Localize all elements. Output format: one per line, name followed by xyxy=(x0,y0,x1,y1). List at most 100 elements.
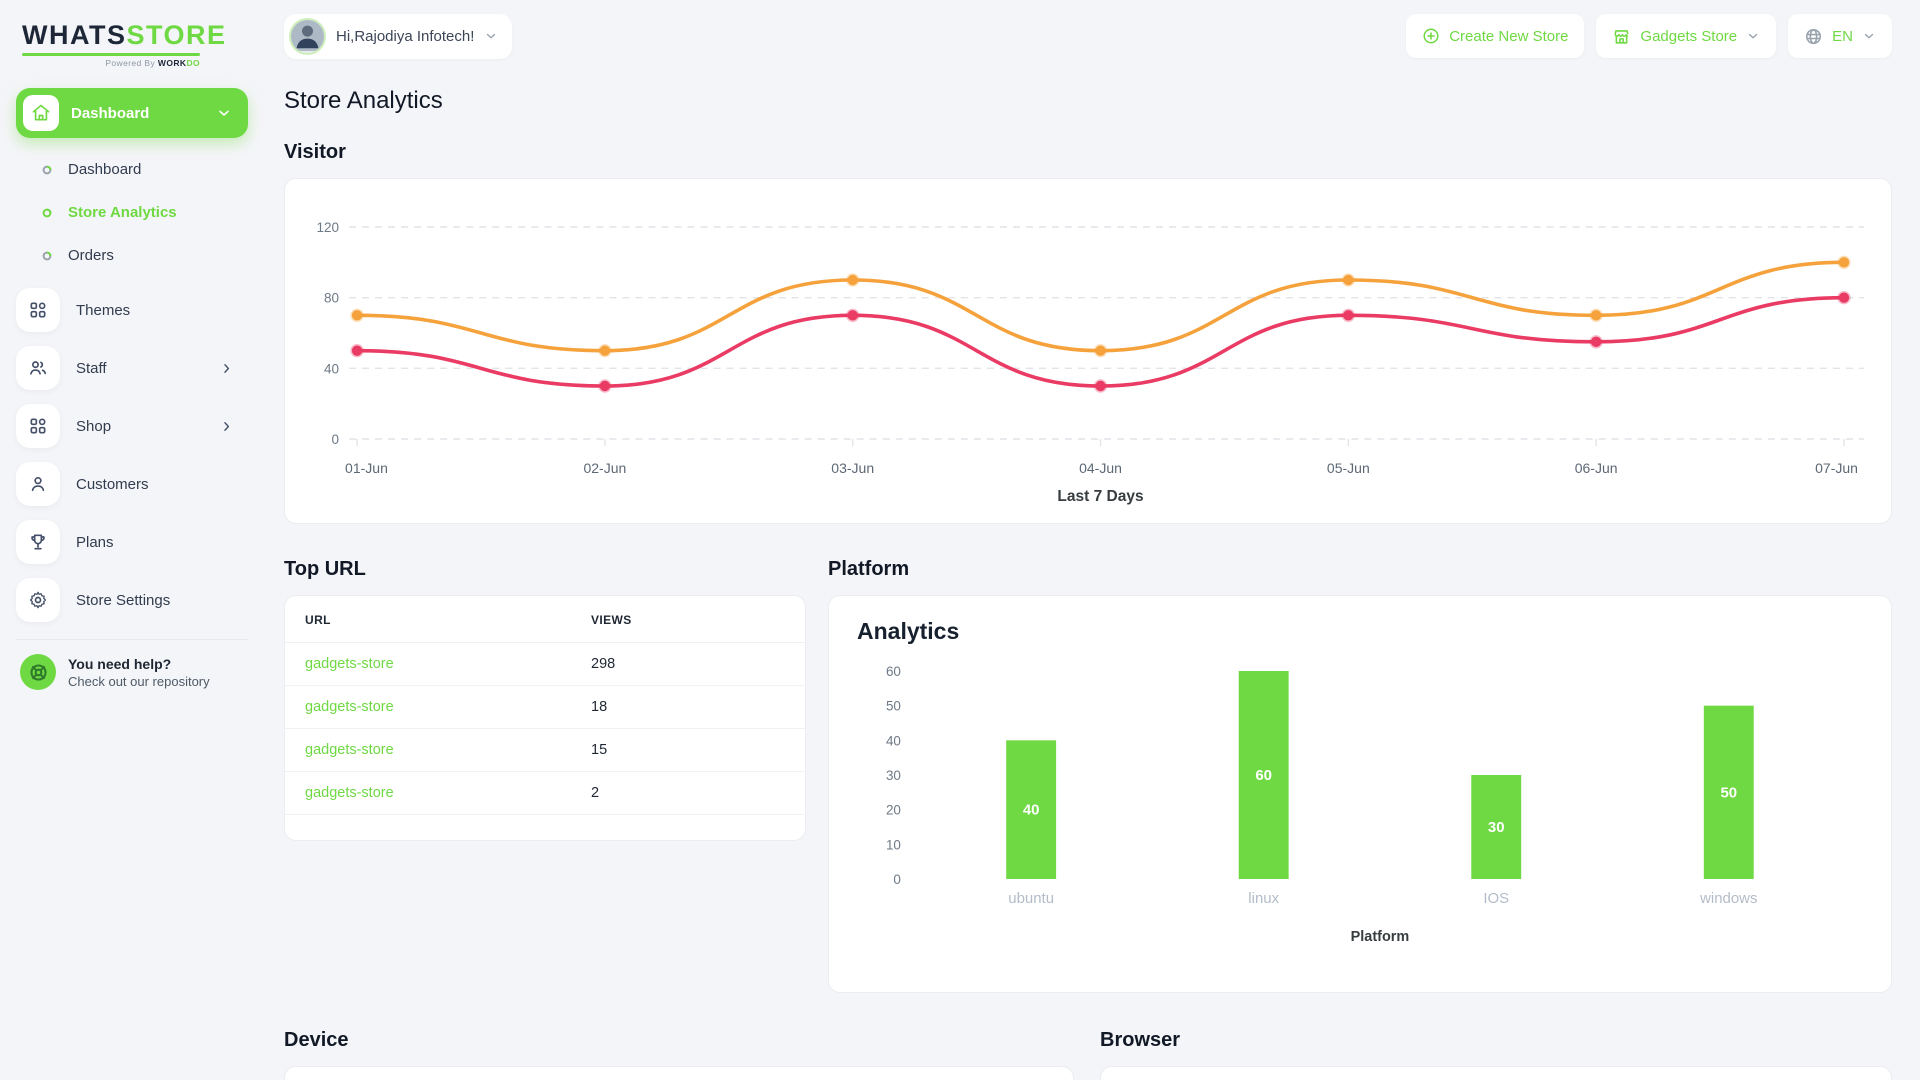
logo-underline xyxy=(22,53,200,56)
sidebar: WHATSSTORE Powered By WORKDO Dashboard D… xyxy=(0,0,262,1080)
sidebar-item-store-settings[interactable]: Store Settings xyxy=(16,571,248,629)
svg-text:30: 30 xyxy=(1488,819,1505,836)
col-header-views: VIEWS xyxy=(571,596,805,643)
sidebar-item-staff[interactable]: Staff xyxy=(16,339,248,397)
chevron-down-icon xyxy=(1862,29,1876,43)
table-row: gadgets-store 15 xyxy=(285,728,805,772)
table-row: gadgets-store 2 xyxy=(285,771,805,815)
sidebar-item-shop[interactable]: Shop xyxy=(16,397,248,455)
platform-bar-chart[interactable]: 60 50 40 30 20 10 0 40 ubuntu 60 linux 30 IOS 50 windo… xyxy=(857,653,1863,973)
top-url-table: URL VIEWS gadgets-store 298 gadgets-store… xyxy=(285,596,805,815)
browser-heading: Browser xyxy=(1100,1029,1181,1051)
user-menu[interactable]: Hi,Rajodiya Infotech! xyxy=(284,13,513,59)
help-subtitle: Check out our repository xyxy=(68,673,210,689)
svg-text:60: 60 xyxy=(1255,767,1272,784)
avatar xyxy=(289,17,326,55)
visitor-heading: Visitor xyxy=(284,141,346,163)
svg-text:06-Jun: 06-Jun xyxy=(1575,460,1618,476)
svg-text:60: 60 xyxy=(886,664,901,679)
bullet-icon xyxy=(42,208,52,217)
trophy-icon xyxy=(16,520,60,564)
table-row: gadgets-store 298 xyxy=(285,642,805,686)
svg-text:40: 40 xyxy=(1023,802,1040,819)
chevron-right-icon xyxy=(219,361,234,376)
sidebar-subitem-label: Dashboard xyxy=(68,161,142,178)
sidebar-group-label: Dashboard xyxy=(71,104,150,122)
help-panel[interactable]: You need help? Check out our repository xyxy=(16,639,248,704)
sidebar-item-label: Staff xyxy=(76,359,107,377)
main-content: Hi,Rajodiya Infotech! Create New Store G… xyxy=(262,0,1920,1080)
visitor-line-chart[interactable]: 0 40 80 120 01-Jun 02-Jun 03-Jun 04-Jun 05-Jun 06… xyxy=(297,189,1879,515)
svg-text:80: 80 xyxy=(324,291,339,306)
lifebuoy-icon xyxy=(20,654,56,690)
help-title: You need help? xyxy=(68,655,172,672)
sidebar-subitem-orders[interactable]: Orders xyxy=(16,234,248,277)
language-selector[interactable]: EN xyxy=(1788,14,1892,58)
sidebar-subitem-label: Orders xyxy=(68,247,114,264)
brand-wordmark: WHATSSTORE xyxy=(22,20,227,50)
svg-text:01-Jun: 01-Jun xyxy=(345,460,388,476)
svg-text:50: 50 xyxy=(886,699,901,714)
sidebar-subitem-store-analytics[interactable]: Store Analytics xyxy=(16,191,248,234)
url-link[interactable]: gadgets-store xyxy=(285,642,571,686)
platform-heading: Platform xyxy=(828,558,910,580)
user-icon xyxy=(16,462,60,506)
bullet-icon xyxy=(42,251,52,260)
svg-text:02-Jun: 02-Jun xyxy=(583,460,626,476)
svg-text:20: 20 xyxy=(886,803,901,818)
chevron-right-icon xyxy=(219,419,234,434)
svg-text:07-Jun: 07-Jun xyxy=(1815,460,1858,476)
url-link[interactable]: gadgets-store xyxy=(285,728,571,772)
sidebar-subitem-dashboard[interactable]: Dashboard xyxy=(16,148,248,191)
svg-text:04-Jun: 04-Jun xyxy=(1079,460,1122,476)
sidebar-nav: Themes Staff Shop Customers Plans Store … xyxy=(16,281,248,629)
store-selector[interactable]: Gadgets Store xyxy=(1596,14,1777,58)
platform-chart-card: Analytics 60 50 40 30 20 10 0 40 ubuntu 60 linux 30… xyxy=(828,595,1892,993)
sidebar-subitem-label: Store Analytics xyxy=(68,204,177,221)
sidebar-group-dashboard[interactable]: Dashboard xyxy=(16,88,248,138)
user-greeting: Hi,Rajodiya Infotech! xyxy=(336,27,475,45)
create-new-store-button[interactable]: Create New Store xyxy=(1406,14,1585,58)
svg-text:0: 0 xyxy=(332,432,340,447)
chevron-down-icon xyxy=(484,29,498,43)
table-row: gadgets-store 18 xyxy=(285,685,805,729)
svg-text:03-Jun: 03-Jun xyxy=(831,460,874,476)
col-header-url: URL xyxy=(285,596,571,643)
sidebar-item-customers[interactable]: Customers xyxy=(16,455,248,513)
visitor-section: Visitor 0 40 80 120 01-Jun 02-Jun 03-Jun 04-Jun… xyxy=(284,141,1892,524)
svg-text:Last 7 Days: Last 7 Days xyxy=(1057,488,1143,505)
svg-text:05-Jun: 05-Jun xyxy=(1327,460,1370,476)
users-icon xyxy=(16,346,60,390)
brand-logo[interactable]: WHATSSTORE Powered By WORKDO xyxy=(16,14,248,68)
svg-text:40: 40 xyxy=(886,733,901,748)
sidebar-item-label: Themes xyxy=(76,301,131,319)
svg-text:30: 30 xyxy=(886,768,901,783)
url-link[interactable]: gadgets-store xyxy=(285,771,571,815)
sidebar-item-plans[interactable]: Plans xyxy=(16,513,248,571)
powered-by-label: Powered By WORKDO xyxy=(105,58,200,68)
globe-icon xyxy=(1804,27,1823,46)
url-link[interactable]: gadgets-store xyxy=(285,685,571,729)
sidebar-item-label: Shop xyxy=(76,417,112,435)
grid-icon xyxy=(16,404,60,448)
grid-icon xyxy=(16,288,60,332)
device-chart-card xyxy=(284,1066,1074,1080)
platform-section: Platform Analytics 60 50 40 30 20 10 0 40 ubuntu… xyxy=(828,558,1892,993)
top-url-card: URL VIEWS gadgets-store 298 gadgets-store… xyxy=(284,595,806,841)
sidebar-subnav: Dashboard Store Analytics Orders xyxy=(16,138,248,281)
views-value: 298 xyxy=(571,642,805,686)
sidebar-item-label: Plans xyxy=(76,533,114,551)
home-icon xyxy=(23,95,59,131)
browser-chart-card xyxy=(1100,1066,1892,1080)
topbar: Hi,Rajodiya Infotech! Create New Store G… xyxy=(284,13,1892,59)
svg-text:Platform: Platform xyxy=(1351,929,1410,945)
svg-text:40: 40 xyxy=(324,361,339,376)
sidebar-item-themes[interactable]: Themes xyxy=(16,281,248,339)
svg-text:0: 0 xyxy=(893,872,900,887)
views-value: 15 xyxy=(571,728,805,772)
browser-section: Browser xyxy=(1100,1029,1892,1080)
svg-text:linux: linux xyxy=(1248,890,1279,907)
visitor-chart-card: 0 40 80 120 01-Jun 02-Jun 03-Jun 04-Jun 05-Jun 06… xyxy=(284,178,1892,524)
device-heading: Device xyxy=(284,1029,349,1051)
